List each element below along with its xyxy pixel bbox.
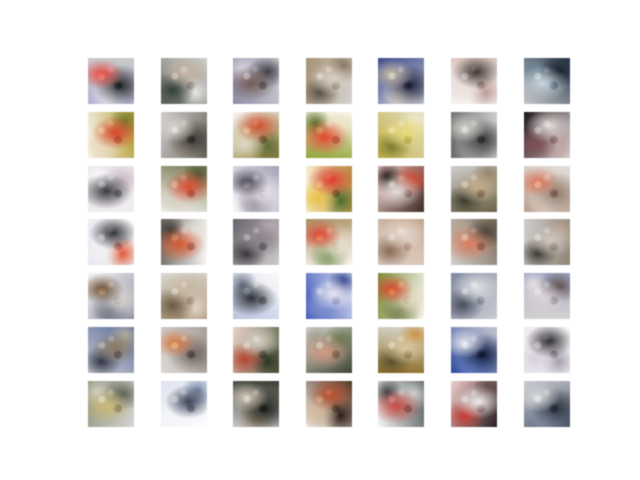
- generated-image-tile: [523, 58, 570, 104]
- generated-image-tile: [233, 326, 280, 373]
- generated-image-tile: [378, 380, 425, 427]
- generated-image-tile: [450, 273, 497, 320]
- generated-image-tile: [160, 111, 207, 158]
- generated-image-tile: [378, 58, 425, 104]
- generated-image-tile: [88, 165, 134, 212]
- generated-image-tile: [88, 111, 134, 158]
- generated-image-tile: [88, 380, 134, 427]
- generated-image-tile: [233, 58, 280, 104]
- generated-image-tile: [88, 58, 134, 104]
- generated-image-tile: [378, 165, 425, 212]
- generated-image-tile: [305, 219, 352, 266]
- generated-image-tile: [523, 326, 570, 373]
- generated-image-tile: [233, 165, 280, 212]
- generated-image-tile: [305, 58, 352, 104]
- generated-image-tile: [160, 273, 207, 320]
- generated-image-tile: [450, 58, 497, 104]
- generated-image-tile: [233, 219, 280, 266]
- generated-image-tile: [523, 273, 570, 320]
- generated-image-tile: [233, 273, 280, 320]
- generated-image-tile: [160, 219, 207, 266]
- generated-image-tile: [450, 165, 497, 212]
- generated-image-tile: [88, 219, 134, 266]
- generated-image-tile: [233, 111, 280, 158]
- generated-image-tile: [233, 380, 280, 427]
- generated-image-tile: [305, 165, 352, 212]
- generated-image-tile: [305, 111, 352, 158]
- generated-image-tile: [160, 326, 207, 373]
- generated-image-tile: [88, 273, 134, 320]
- generated-image-tile: [160, 380, 207, 427]
- generated-image-tile: [378, 111, 425, 158]
- generated-image-tile: [450, 326, 497, 373]
- generated-image-tile: [450, 380, 497, 427]
- generated-image-tile: [450, 111, 497, 158]
- generated-image-tile: [305, 380, 352, 427]
- generated-image-tile: [378, 326, 425, 373]
- generated-image-tile: [160, 165, 207, 212]
- generated-image-tile: [523, 165, 570, 212]
- generated-image-tile: [378, 273, 425, 320]
- generated-image-tile: [160, 58, 207, 104]
- generated-image-tile: [305, 273, 352, 320]
- generated-image-tile: [450, 219, 497, 266]
- generated-image-tile: [523, 219, 570, 266]
- generated-image-tile: [88, 326, 134, 373]
- generated-image-tile: [305, 326, 352, 373]
- generated-image-tile: [523, 380, 570, 427]
- generated-image-tile: [523, 111, 570, 158]
- generated-image-tile: [378, 219, 425, 266]
- generated-image-grid: [88, 58, 570, 427]
